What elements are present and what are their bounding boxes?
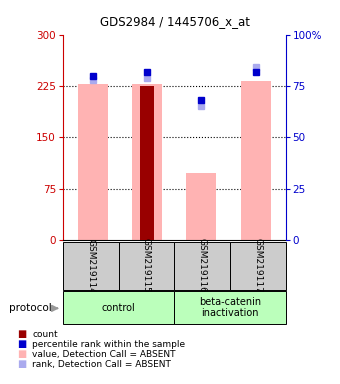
Bar bbox=[230, 242, 286, 290]
Text: ■: ■ bbox=[17, 349, 27, 359]
Text: GDS2984 / 1445706_x_at: GDS2984 / 1445706_x_at bbox=[100, 15, 250, 28]
Bar bbox=[119, 242, 174, 290]
Text: percentile rank within the sample: percentile rank within the sample bbox=[32, 339, 185, 349]
Text: rank, Detection Call = ABSENT: rank, Detection Call = ABSENT bbox=[32, 359, 171, 369]
Text: GSM219116: GSM219116 bbox=[198, 238, 207, 293]
Text: protocol: protocol bbox=[8, 303, 51, 313]
Text: value, Detection Call = ABSENT: value, Detection Call = ABSENT bbox=[32, 349, 176, 359]
Text: ■: ■ bbox=[17, 329, 27, 339]
Bar bbox=[241, 81, 271, 240]
Bar bbox=[63, 291, 174, 324]
Text: count: count bbox=[32, 329, 58, 339]
Bar bbox=[78, 84, 108, 240]
Bar bbox=[140, 86, 154, 240]
Text: GSM219114: GSM219114 bbox=[86, 238, 95, 293]
Text: control: control bbox=[102, 303, 135, 313]
Text: ■: ■ bbox=[17, 359, 27, 369]
Bar bbox=[174, 242, 230, 290]
Bar bbox=[132, 84, 162, 240]
Text: GSM219115: GSM219115 bbox=[142, 238, 151, 293]
Text: beta-catenin
inactivation: beta-catenin inactivation bbox=[199, 297, 261, 318]
Bar bbox=[63, 242, 119, 290]
Text: GSM219117: GSM219117 bbox=[253, 238, 262, 293]
Bar bbox=[174, 291, 286, 324]
Bar bbox=[186, 173, 216, 240]
Text: ■: ■ bbox=[17, 339, 27, 349]
